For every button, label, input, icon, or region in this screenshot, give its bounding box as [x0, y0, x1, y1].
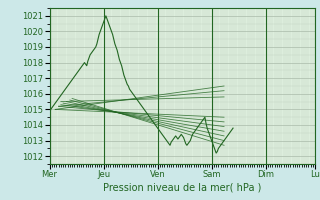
X-axis label: Pression niveau de la mer( hPa ): Pression niveau de la mer( hPa ) — [103, 182, 261, 192]
